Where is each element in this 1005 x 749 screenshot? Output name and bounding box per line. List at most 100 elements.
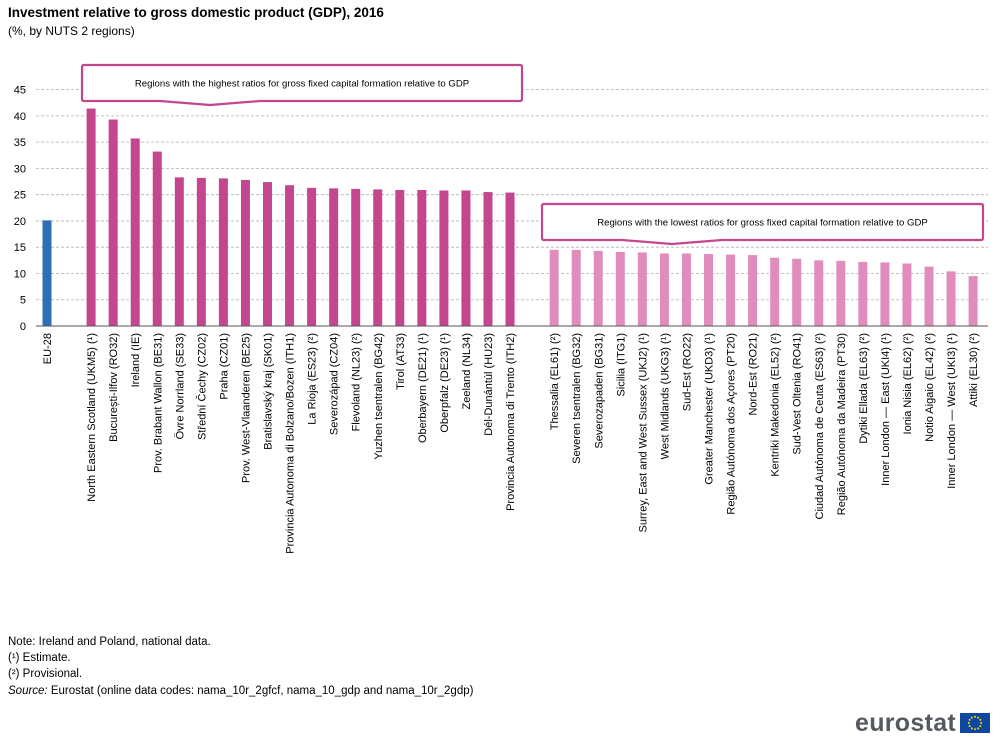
flag-star (969, 725, 971, 727)
x-tick-label: Surrey, East and West Sussex (UKJ2) (¹) (637, 333, 649, 532)
flag-star (974, 716, 976, 718)
x-tick-label: Dél-Dunántúl (HU23) (483, 333, 495, 436)
y-tick-label: 15 (14, 242, 26, 254)
footnote-provisional: (²) Provisional. (8, 666, 473, 682)
bar (506, 193, 515, 326)
bar (285, 185, 294, 326)
bar (329, 188, 338, 326)
bar (197, 178, 206, 326)
bar (351, 189, 360, 326)
bar (947, 271, 956, 326)
bar (770, 258, 779, 326)
bar (748, 255, 757, 326)
x-tick-label: Severozapaden (BG31) (593, 333, 605, 449)
x-tick-label: Zeeland (NL34) (461, 333, 473, 409)
bar (550, 250, 559, 326)
x-tick-label: Sud-Est (RO22) (681, 333, 693, 411)
source-text: Eurostat (online data codes: nama_10r_2g… (51, 685, 474, 697)
x-tick-label: West Midlands (UKG3) (¹) (659, 333, 671, 459)
footnote-source: Source: Eurostat (online data codes: nam… (8, 683, 473, 699)
x-tick-label: Övre Norrland (SE33) (174, 333, 186, 439)
bar (572, 250, 581, 326)
bar (131, 138, 140, 326)
bar (925, 267, 934, 326)
bar (241, 180, 250, 326)
source-label: Source: (8, 685, 48, 697)
bar (814, 260, 823, 326)
x-tick-label: Prov. West-Vlaanderen (BE25) (240, 333, 252, 483)
y-tick-label: 0 (20, 321, 26, 333)
bar (726, 255, 735, 326)
x-tick-label: Região Autónoma dos Açores (PT20) (726, 333, 738, 515)
y-tick-label: 20 (14, 216, 26, 228)
bar (417, 190, 426, 326)
bar (175, 177, 184, 326)
flag-star (979, 725, 981, 727)
footnotes: Note: Ireland and Poland, national data.… (8, 634, 473, 699)
x-tick-label: Provincia Autonoma di Trento (ITH2) (505, 333, 517, 511)
bar (43, 220, 52, 326)
x-tick-label: Bratislavský kraj (SK01) (263, 333, 275, 450)
x-tick-label: La Rioja (ES23) (²) (307, 333, 319, 425)
bar (461, 190, 470, 326)
x-tick-label: Oberpfalz (DE23) (¹) (439, 333, 451, 433)
x-tick-label: Flevoland (NL23) (²) (351, 333, 363, 431)
x-tick-label: Inner London — West (UKI3) (¹) (946, 333, 958, 489)
footnote-note: Note: Ireland and Poland, national data. (8, 634, 473, 650)
y-tick-label: 10 (14, 268, 26, 280)
x-tick-label: Střední Čechy (CZ02) (195, 333, 208, 440)
bar (902, 263, 911, 326)
bar (263, 182, 272, 326)
x-tick-label: Ionia Nisia (EL62) (²) (902, 333, 914, 434)
bar (484, 192, 493, 326)
flag-star (979, 719, 981, 721)
callout-lowest-text: Regions with the lowest ratios for gross… (597, 218, 928, 229)
x-tick-label: Ireland (IE) (130, 333, 142, 387)
flag-star (969, 719, 971, 721)
logo-text: eurostat (855, 709, 956, 738)
flag-star (968, 722, 970, 724)
y-tick-label: 30 (14, 163, 26, 175)
x-tick-label: Tirol (AT33) (395, 333, 407, 390)
x-tick-label: Notio Aigaio (EL42) (²) (924, 333, 936, 442)
x-tick-label: Sud-Vest Oltenia (RO41) (792, 333, 804, 455)
bar (660, 254, 669, 326)
x-tick-label: Inner London — East (UKI4) (¹) (880, 333, 892, 486)
bar (880, 262, 889, 326)
x-tick-label: Oberbayern (DE21) (¹) (417, 333, 429, 443)
x-tick-label: Kentriki Makedonia (EL52) (²) (770, 333, 782, 477)
bar-chart: 051015202530354045EU-28 North Eastern Sco… (0, 0, 1005, 630)
x-tick-label: Praha (CZ01) (218, 333, 230, 400)
callout-highest-text: Regions with the highest ratios for gros… (135, 79, 469, 90)
x-tick-label: Attiki (EL30) (²) (968, 333, 980, 407)
bar (373, 189, 382, 326)
flag-star (974, 728, 976, 730)
bar (969, 276, 978, 326)
x-tick-label: Prov. Brabant Wallon (BE31) (152, 333, 164, 473)
x-tick-label: Thessalia (EL61) (²) (549, 333, 561, 430)
flag-star (977, 727, 979, 729)
bar (594, 251, 603, 326)
x-tick-label: Nord-Est (RO21) (748, 333, 760, 416)
bar (704, 254, 713, 326)
x-tick-label: Severozápad (CZ04) (329, 333, 341, 435)
flag-star (971, 717, 973, 719)
x-tick-label: Ciudad Autónoma de Ceuta (ES63) (²) (814, 333, 826, 520)
eu-flag-icon (960, 713, 990, 733)
bar (792, 259, 801, 326)
bar (219, 178, 228, 326)
bar (87, 109, 96, 326)
bar (858, 262, 867, 326)
y-tick-label: 40 (14, 111, 26, 123)
x-tick-label: EU-28 (42, 333, 54, 364)
flag-star (977, 717, 979, 719)
eurostat-logo: eurostat (855, 710, 990, 736)
y-tick-label: 35 (14, 137, 26, 149)
bar (153, 152, 162, 326)
x-tick-label: Provincia Autonoma di Bolzano/Bozen (ITH… (285, 333, 297, 554)
bar (109, 120, 118, 326)
x-tick-label: Região Autónoma da Madeira (PT30) (836, 333, 848, 515)
bar (616, 252, 625, 326)
flag-star (980, 722, 982, 724)
bar (638, 252, 647, 326)
